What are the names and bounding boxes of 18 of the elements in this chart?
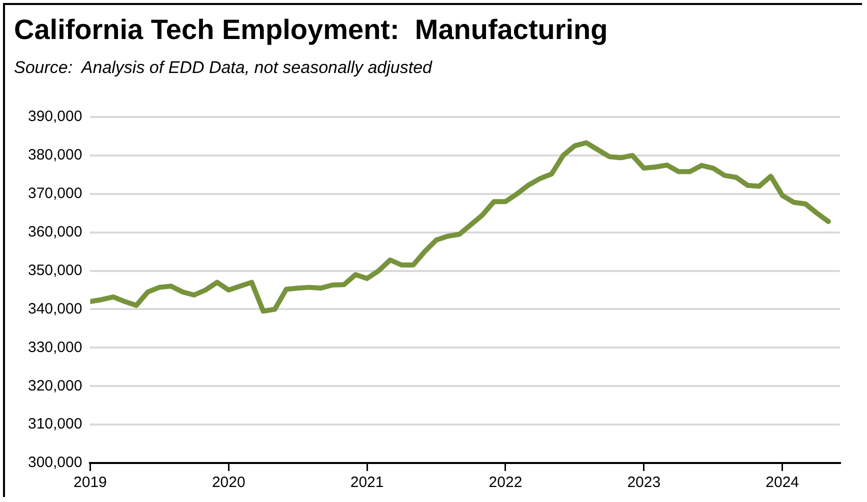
y-tick-label: 330,000 bbox=[28, 338, 82, 356]
x-tick-label: 2019 bbox=[74, 474, 107, 492]
x-tick-label: 2021 bbox=[350, 474, 384, 492]
y-tick-label: 310,000 bbox=[28, 416, 82, 433]
x-tick-label: 2022 bbox=[488, 474, 522, 492]
y-tick-label: 300,000 bbox=[28, 454, 82, 472]
y-tick-label: 350,000 bbox=[28, 262, 82, 279]
y-tick-label: 370,000 bbox=[28, 185, 82, 202]
y-tick-label: 340,000 bbox=[28, 300, 82, 318]
chart-subtitle: Source: Analysis of EDD Data, not seasonally adjusted bbox=[14, 58, 432, 78]
y-tick-label: 320,000 bbox=[28, 377, 82, 394]
x-tick-label: 2020 bbox=[212, 474, 246, 492]
y-tick-label: 390,000 bbox=[28, 108, 82, 126]
x-tick-label: 2023 bbox=[627, 474, 661, 492]
y-tick-label: 380,000 bbox=[28, 146, 82, 164]
chart-title: California Tech Employment: Manufacturing bbox=[14, 14, 608, 46]
x-tick-label: 2024 bbox=[766, 474, 800, 492]
y-tick-label: 360,000 bbox=[28, 223, 82, 240]
